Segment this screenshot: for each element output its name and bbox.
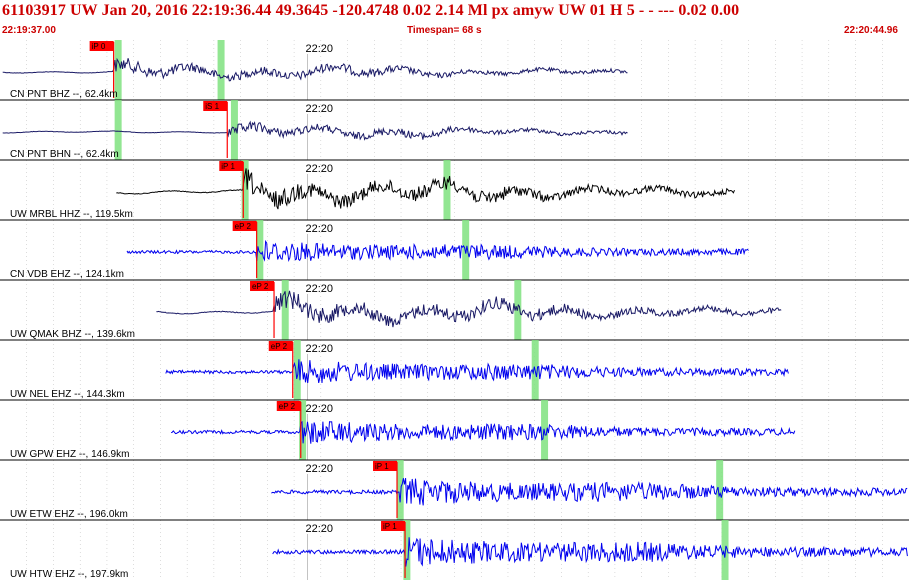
pick-flag[interactable] [203,101,228,111]
trace-panel[interactable]: 22:20 eP 2 UW GPW EHZ --, 146.9km [0,399,909,460]
station-label: UW QMAK BHZ --, 139.6km [10,329,135,340]
seismogram-plot[interactable]: 22:20 iP 0 CN PNT BHZ --, 62.4km 22:20 iS 1 C… [0,40,909,580]
waveform [126,239,749,263]
waveform [156,290,782,328]
pick-flag[interactable] [89,41,114,51]
minute-mark-label: 22:20 [305,43,333,55]
phase-marker [462,220,470,280]
trace-panel[interactable]: 22:20 eP 2 CN VDB EHZ --, 124.1km [0,219,909,280]
station-label: UW GPW EHZ --, 146.9km [10,449,129,460]
waveform [272,537,908,567]
pick-label: iP 0 [92,42,106,51]
station-label: CN PNT BHN --, 62.4km [10,149,119,160]
pick-flag[interactable] [232,221,257,231]
pick-flag[interactable] [250,281,275,291]
station-label: UW ETW EHZ --, 196.0km [10,509,128,520]
phase-marker [293,340,301,400]
start-time: 22:19:37.00 [2,25,56,36]
minute-mark-label: 22:20 [305,103,333,115]
end-time: 22:20:44.96 [844,25,898,36]
minute-mark-label: 22:20 [305,223,333,235]
phase-marker [114,100,122,160]
event-title: 61103917 UW Jan 20, 2016 22:19:36.44 49.… [2,2,740,19]
station-label: UW NEL EHZ --, 144.3km [10,389,125,400]
trace-panel[interactable]: 22:20 eP 2 UW NEL EHZ --, 144.3km [0,339,909,400]
pick-label: eP 2 [271,342,288,351]
minute-mark-label: 22:20 [305,523,333,535]
pick-label: iS 1 [205,102,219,111]
pick-flag[interactable] [276,401,301,411]
pick-flag[interactable] [219,161,244,171]
waveform [165,359,789,384]
waveform [2,57,628,82]
station-label: CN PNT BHZ --, 62.4km [10,89,118,100]
waveform [116,168,735,210]
station-label: CN VDB EHZ --, 124.1km [10,269,124,280]
trace-panel[interactable]: 22:20 iP 1 UW HTW EHZ --, 197.9km [0,519,909,580]
pick-label: iP 1 [383,522,397,531]
minute-mark-label: 22:20 [305,283,333,295]
event-header: 61103917 UW Jan 20, 2016 22:19:36.44 49.… [0,0,909,40]
phase-marker [114,40,122,100]
phase-marker [403,520,411,580]
phase-marker [396,460,404,520]
pick-label: eP 2 [252,282,269,291]
phase-marker [281,280,289,340]
trace-panel[interactable]: 22:20 eP 2 UW QMAK BHZ --, 139.6km [0,279,909,340]
waveform [271,478,908,506]
phase-marker [217,40,225,100]
pick-flag[interactable] [381,521,406,531]
minute-mark-label: 22:20 [305,343,333,355]
waveform [2,120,628,141]
pick-label: eP 2 [235,222,252,231]
station-label: UW HTW EHZ --, 197.9km [10,569,128,580]
phase-marker [256,220,264,280]
trace-panel[interactable]: 22:20 iP 1 UW ETW EHZ --, 196.0km [0,459,909,520]
minute-mark-label: 22:20 [305,463,333,475]
pick-flag[interactable] [268,341,293,351]
trace-panel[interactable]: 22:20 iP 0 CN PNT BHZ --, 62.4km [2,40,628,100]
minute-mark-label: 22:20 [305,403,333,415]
waveform [170,420,796,444]
pick-flag[interactable] [373,461,398,471]
pick-label: iP 1 [375,462,389,471]
phase-marker [716,460,724,520]
phase-marker [241,160,249,220]
trace-panel[interactable]: 22:20 iS 1 CN PNT BHN --, 62.4km [0,99,909,160]
pick-label: iP 1 [221,162,235,171]
pick-label: eP 2 [279,402,296,411]
phase-marker [443,160,451,220]
trace-panel[interactable]: 22:20 iP 1 UW MRBL HHZ --, 119.5km [0,159,909,220]
station-label: UW MRBL HHZ --, 119.5km [10,209,133,220]
timespan-label: Timespan= 68 s [407,25,482,36]
minute-mark-label: 22:20 [305,163,333,175]
